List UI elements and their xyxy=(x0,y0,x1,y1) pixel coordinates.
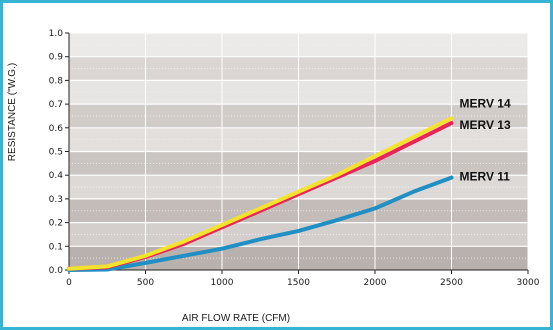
series-labels: MERV 14 MERV 13 MERV 11 xyxy=(460,96,511,183)
series-line-merv-11 xyxy=(67,175,454,272)
y-tick-label: 0.7 xyxy=(49,100,63,110)
x-tick-label: 1500 xyxy=(287,278,310,288)
gridlines xyxy=(69,32,529,270)
y-tick-label: 0.1 xyxy=(49,242,63,252)
series-lines xyxy=(67,116,454,272)
x-tick-label: 3000 xyxy=(517,278,540,288)
y-tick-label: 0.0 xyxy=(49,266,64,276)
x-tick-label: 2000 xyxy=(364,278,387,288)
series-label-merv-14: MERV 14 xyxy=(460,96,511,110)
x-axis-label: AIR FLOW RATE (CFM) xyxy=(182,313,290,324)
x-tick-label: 1000 xyxy=(211,278,234,288)
y-tick-label: 0.3 xyxy=(49,195,63,205)
y-tick-label: 0.8 xyxy=(49,76,64,86)
y-tick-label: 0.4 xyxy=(49,171,64,181)
y-axis-label: RESISTANCE ("W.G.) xyxy=(7,63,18,161)
x-tick-label: 2500 xyxy=(440,278,463,288)
y-tick-label: 0.9 xyxy=(49,53,64,63)
y-tick-label: 0.2 xyxy=(49,219,63,229)
series-label-merv-11: MERV 11 xyxy=(460,170,511,184)
y-tick-label: 0.5 xyxy=(49,148,63,158)
y-tick-label: 1.0 xyxy=(49,29,64,39)
x-tick-labels: 0 500 1000 1500 2000 2500 3000 xyxy=(66,270,540,288)
resistance-chart: 0.0 0.1 0.2 0.3 0.4 0.5 0.6 0.7 0.8 0.9 1.0 0 500 10… xyxy=(7,29,540,324)
x-tick-label: 500 xyxy=(137,278,154,288)
x-tick-label: 0 xyxy=(66,278,72,288)
series-line-merv-14 xyxy=(67,116,454,271)
y-tick-label: 0.6 xyxy=(49,124,64,134)
series-label-merv-13: MERV 13 xyxy=(460,118,511,132)
y-tick-labels: 0.0 0.1 0.2 0.3 0.4 0.5 0.6 0.7 0.8 0.9 1.0 xyxy=(49,29,69,276)
